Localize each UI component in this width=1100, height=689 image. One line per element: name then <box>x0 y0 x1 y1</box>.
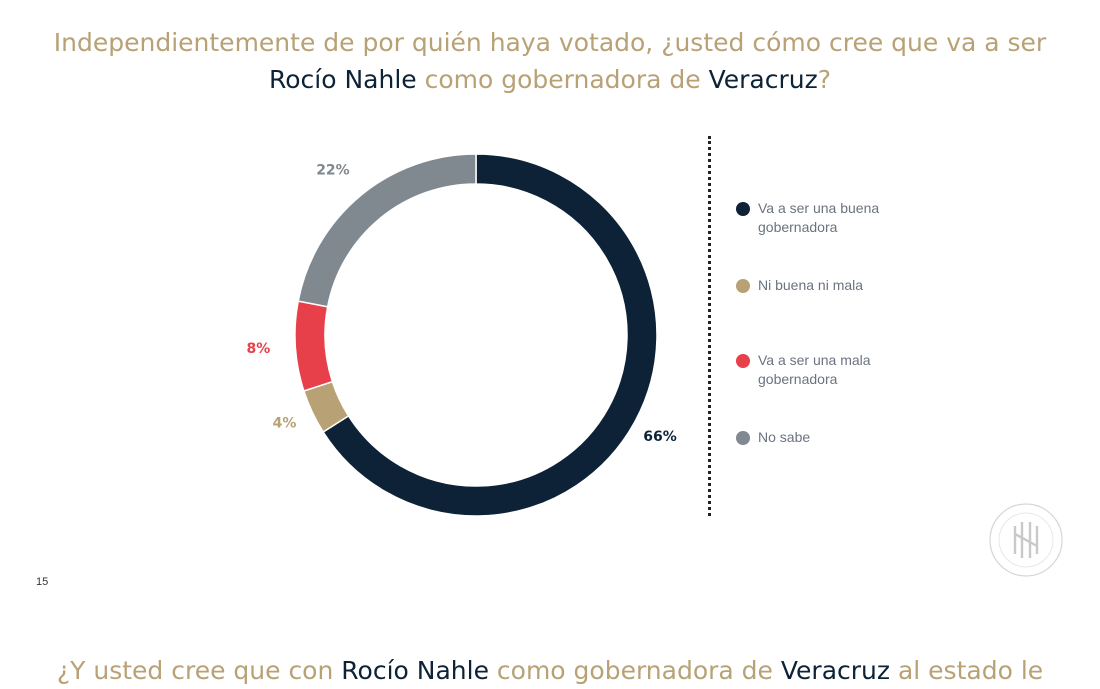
donut-slice-3 <box>297 153 477 308</box>
data-label-1: 4% <box>273 415 297 431</box>
legend-marker-2 <box>736 354 750 368</box>
data-label-0: 66% <box>643 429 677 445</box>
legend-label-2: Va a ser una mala gobernadora <box>758 352 871 387</box>
legend-marker-1 <box>736 279 750 293</box>
legend-item-2: Va a ser una mala gobernadora <box>736 351 908 389</box>
legend-label-0: Va a ser una buena gobernadora <box>758 200 880 235</box>
legend-label-3: No sabe <box>758 429 811 445</box>
title-end: ? <box>817 65 831 94</box>
chart-title: Independientemente de por quién haya vot… <box>0 24 1100 98</box>
next-title-name: Rocío Nahle <box>341 656 489 685</box>
donut-labels: 66% 4% 8% 22% <box>247 162 677 445</box>
title-line1: Independientemente de por quién haya vot… <box>53 28 1047 57</box>
title-mid: como gobernadora de <box>416 65 709 94</box>
page-number: 15 <box>36 576 49 588</box>
legend-item-3: No sabe <box>736 428 908 447</box>
next-title-part2: como gobernadora de <box>488 656 781 685</box>
next-slide-title: ¿Y usted cree que con Rocío Nahle como g… <box>0 652 1100 689</box>
data-label-3: 22% <box>316 162 350 178</box>
title-name: Rocío Nahle <box>268 65 417 94</box>
legend-item-1: Ni buena ni mala <box>736 276 908 295</box>
legend-marker-0 <box>736 202 750 216</box>
seal-logo <box>989 503 1063 577</box>
donut-slice-0 <box>322 153 658 517</box>
data-label-2: 8% <box>247 341 271 357</box>
legend-marker-3 <box>736 431 750 445</box>
donut-slices <box>294 153 658 517</box>
legend-item-0: Va a ser una buena gobernadora <box>736 199 908 237</box>
donut-slice-2 <box>294 300 334 392</box>
next-title-part1: ¿Y usted cree que con <box>56 656 342 685</box>
next-title-part3: al estado le <box>890 656 1044 685</box>
chart-divider <box>708 136 711 516</box>
legend-label-1: Ni buena ni mala <box>758 277 864 293</box>
title-state: Veracruz <box>708 65 818 94</box>
next-title-state: Veracruz <box>780 656 891 685</box>
